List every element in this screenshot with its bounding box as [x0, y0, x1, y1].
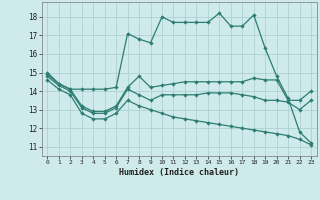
X-axis label: Humidex (Indice chaleur): Humidex (Indice chaleur): [119, 168, 239, 177]
